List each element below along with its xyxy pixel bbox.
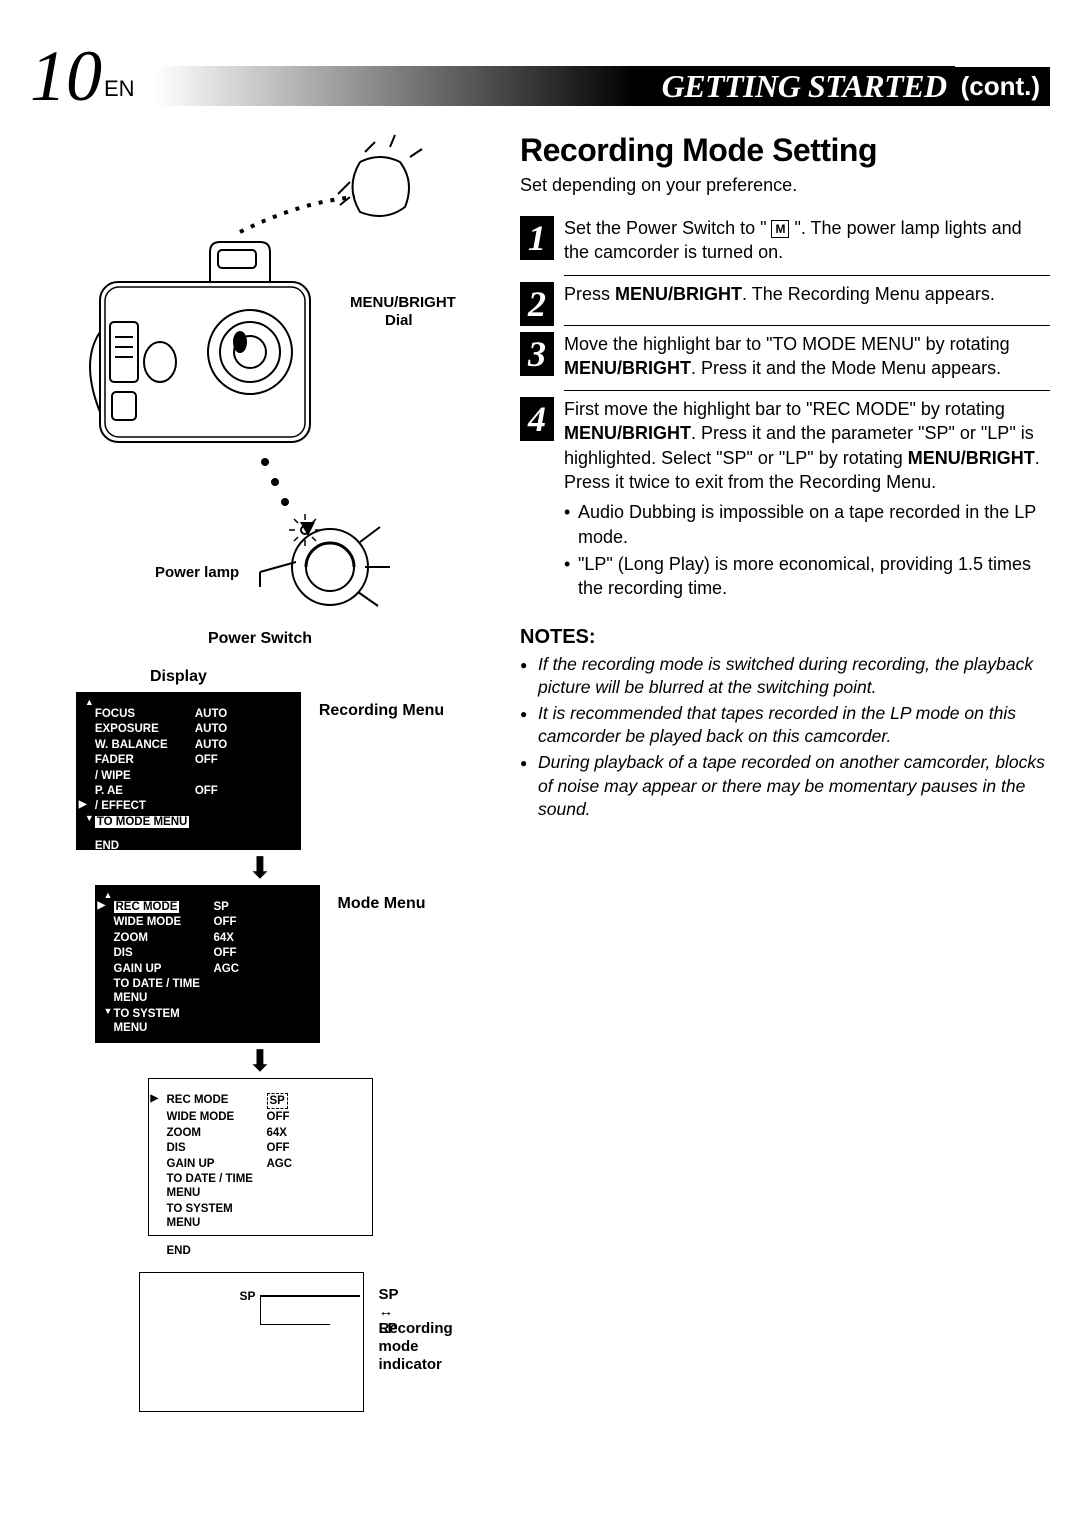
step-number: 4 [520, 397, 554, 441]
menu-row: W. BALANCEAUTO [95, 738, 290, 752]
step-bullet: "LP" (Long Play) is more economical, pro… [564, 552, 1050, 601]
camcorder-illustration: MENU/BRIGHT Dial Power lamp [50, 132, 470, 612]
header-cont: (cont.) [955, 67, 1050, 106]
menu-row: FADEROFF [95, 753, 290, 767]
menu-row: / WIPE [95, 769, 290, 783]
section-title: Recording Mode Setting [520, 132, 1050, 169]
step-number: 1 [520, 216, 554, 260]
step: 1 Set the Power Switch to " M ". The pow… [520, 216, 1050, 276]
header-right: GETTING STARTED (cont.) [155, 66, 1050, 106]
menu-end: END [95, 839, 195, 853]
step-text: Press MENU/BRIGHT. The Recording Menu ap… [564, 282, 1050, 326]
step-number: 2 [520, 282, 554, 326]
note-item: If the recording mode is switched during… [520, 653, 1050, 700]
header-gradient: GETTING STARTED [155, 66, 955, 106]
menu-row: WIDE MODEOFF [167, 1110, 362, 1124]
menu-row: TO DATE / TIME MENU [114, 977, 309, 1006]
menu-row: FOCUSAUTO [95, 707, 290, 721]
page-number: 10 [30, 40, 102, 112]
notes-list: If the recording mode is switched during… [520, 653, 1050, 822]
recording-menu-box: ▲ ▼ ▶ FOCUSAUTOEXPOSUREAUTOW. BALANCEAUT… [76, 692, 301, 850]
menu-row: TO MODE MENU [95, 815, 290, 829]
recording-mode-indicator-box: SP [139, 1272, 364, 1412]
mode-menu-box-1: ▲ ▼ ▶ REC MODESPWIDE MODEOFFZOOM64XDISOF… [95, 885, 320, 1043]
power-lamp-label: Power lamp [155, 564, 239, 581]
step-number: 3 [520, 332, 554, 376]
menu-row: ZOOM64X [114, 931, 309, 945]
step: 3 Move the highlight bar to "TO MODE MEN… [520, 332, 1050, 392]
menu-row: WIDE MODEOFF [114, 915, 309, 929]
menu-row: TO SYSTEM MENU [114, 1007, 309, 1036]
left-column: MENU/BRIGHT Dial Power lamp Power Switch… [30, 132, 490, 1418]
note-item: It is recommended that tapes recorded in… [520, 702, 1050, 749]
note-item: During playback of a tape recorded on an… [520, 751, 1050, 822]
right-column: Recording Mode Setting Set depending on … [520, 132, 1050, 1418]
step: 2 Press MENU/BRIGHT. The Recording Menu … [520, 282, 1050, 326]
menu-bright-dial-label: MENU/BRIGHT Dial [350, 294, 460, 329]
menu-row: ZOOM64X [167, 1126, 362, 1140]
display-label: Display [150, 668, 207, 686]
menu-row: / EFFECT [95, 799, 290, 813]
header-title: GETTING STARTED [662, 68, 947, 105]
down-arrow-icon: ⬇ [247, 858, 272, 879]
step-text: Move the highlight bar to "TO MODE MENU"… [564, 332, 1050, 392]
page-number-suffix: EN [104, 76, 135, 102]
step-text: First move the highlight bar to "REC MOD… [564, 397, 1050, 613]
menu-row: GAIN UPAGC [114, 962, 309, 976]
menu-row: EXPOSUREAUTO [95, 722, 290, 736]
step-text: Set the Power Switch to " M ". The power… [564, 216, 1050, 276]
page-header: 10 EN GETTING STARTED (cont.) [30, 40, 1050, 112]
step: 4 First move the highlight bar to "REC M… [520, 397, 1050, 613]
menu-row: TO SYSTEM MENU [167, 1202, 362, 1231]
menu-row: GAIN UPAGC [167, 1157, 362, 1171]
recording-menu-label: Recording Menu [319, 702, 444, 720]
recording-mode-indicator-label: Recording mode indicator [379, 1320, 453, 1374]
section-subtitle: Set depending on your preference. [520, 175, 1050, 196]
menu-row: TO DATE / TIME MENU [167, 1172, 362, 1201]
menu-row: DISOFF [167, 1141, 362, 1155]
notes-heading: NOTES: [520, 626, 1050, 649]
menu-row: REC MODESP [167, 1093, 362, 1109]
sp-text: SP [240, 1289, 256, 1303]
menu-row: REC MODESP [114, 900, 309, 914]
menu-row: P. AEOFF [95, 784, 290, 798]
mode-menu-label: Mode Menu [338, 895, 426, 913]
step-bullet: Audio Dubbing is impossible on a tape re… [564, 500, 1050, 549]
mode-menu-box-2: ▶ REC MODESPWIDE MODEOFFZOOM64XDISOFFGAI… [148, 1078, 373, 1236]
menu-end: END [114, 1049, 214, 1063]
menu-row: DISOFF [114, 946, 309, 960]
power-switch-label: Power Switch [208, 630, 312, 648]
